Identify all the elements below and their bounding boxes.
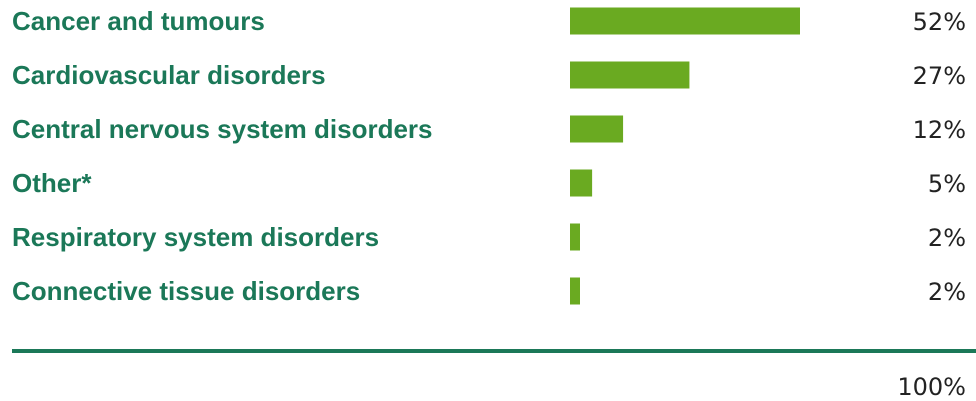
chart-rows: Cancer and tumours 52% Cardiovascular diso…	[12, 6, 966, 306]
bar	[570, 277, 580, 305]
value-label: 2%	[928, 278, 966, 306]
bar	[570, 169, 593, 197]
bar	[570, 61, 690, 89]
category-label: Other*	[12, 168, 92, 198]
category-label: Cancer and tumours	[12, 6, 265, 36]
value-label: 52%	[913, 8, 966, 36]
value-label: 2%	[928, 224, 966, 252]
category-label: Respiratory system disorders	[12, 222, 379, 252]
value-label: 27%	[913, 62, 966, 90]
bar	[570, 223, 580, 251]
total-label: 100%	[897, 373, 966, 401]
value-label: 5%	[928, 170, 966, 198]
category-label: Cardiovascular disorders	[12, 60, 326, 90]
category-label: Connective tissue disorders	[12, 276, 360, 306]
bar	[570, 115, 624, 143]
bar	[570, 7, 800, 35]
value-label: 12%	[913, 116, 966, 144]
category-label: Central nervous system disorders	[12, 114, 433, 144]
